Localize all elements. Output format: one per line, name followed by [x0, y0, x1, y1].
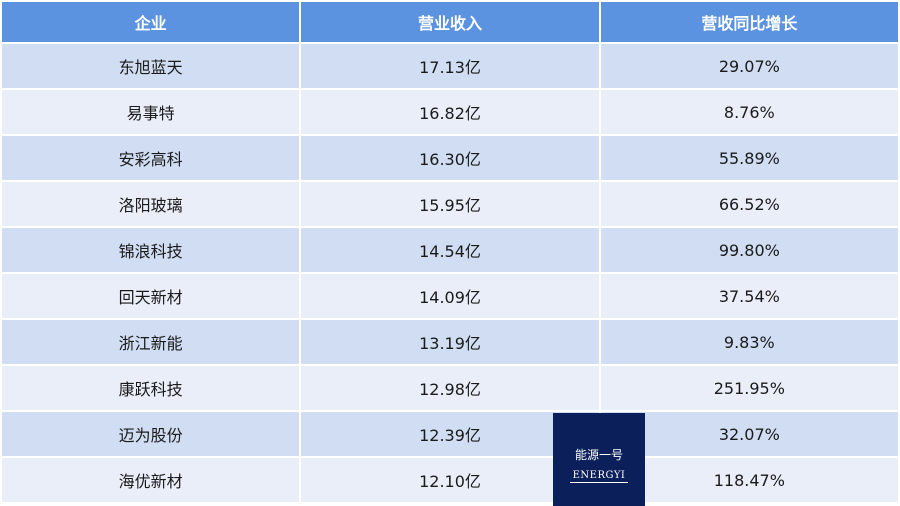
- energyi-logo: 能源一号 ENERGYI: [553, 413, 645, 506]
- revenue-cell: 16.30亿: [299, 134, 601, 182]
- revenue-cell: 17.13亿: [299, 42, 601, 90]
- growth-cell: 29.07%: [598, 42, 900, 90]
- logo-en: ENERGYI: [569, 470, 629, 483]
- table-row: 迈为股份 12.39亿 32.07%: [0, 410, 900, 458]
- table-row: 回天新材 14.09亿 37.54%: [0, 272, 900, 320]
- header-company: 企业: [0, 0, 302, 44]
- company-cell: 康跃科技: [0, 364, 302, 412]
- table-row: 易事特 16.82亿 8.76%: [0, 88, 900, 136]
- company-cell: 易事特: [0, 88, 302, 136]
- header-revenue: 营业收入: [299, 0, 601, 44]
- logo-cn: 能源一号: [574, 448, 623, 462]
- company-cell: 回天新材: [0, 272, 302, 320]
- company-cell: 海优新材: [0, 456, 302, 504]
- growth-cell: 118.47%: [598, 456, 900, 504]
- revenue-cell: 12.98亿: [299, 364, 601, 412]
- header-row: 企业 营业收入 营收同比增长: [0, 0, 900, 44]
- revenue-cell: 12.39亿: [299, 410, 601, 458]
- company-cell: 浙江新能: [0, 318, 302, 366]
- growth-cell: 99.80%: [598, 226, 900, 274]
- revenue-cell: 14.09亿: [299, 272, 601, 320]
- revenue-cell: 13.19亿: [299, 318, 601, 366]
- header-growth: 营收同比增长: [598, 0, 900, 44]
- revenue-cell: 12.10亿: [299, 456, 601, 504]
- table-row: 浙江新能 13.19亿 9.83%: [0, 318, 900, 366]
- growth-cell: 55.89%: [598, 134, 900, 182]
- table-row: 洛阳玻璃 15.95亿 66.52%: [0, 180, 900, 228]
- growth-cell: 8.76%: [598, 88, 900, 136]
- revenue-cell: 16.82亿: [299, 88, 601, 136]
- growth-cell: 66.52%: [598, 180, 900, 228]
- growth-cell: 32.07%: [598, 410, 900, 458]
- revenue-cell: 15.95亿: [299, 180, 601, 228]
- company-cell: 洛阳玻璃: [0, 180, 302, 228]
- revenue-cell: 14.54亿: [299, 226, 601, 274]
- table-row: 安彩高科 16.30亿 55.89%: [0, 134, 900, 182]
- company-cell: 安彩高科: [0, 134, 302, 182]
- table-row: 海优新材 12.10亿 118.47%: [0, 456, 900, 504]
- company-cell: 迈为股份: [0, 410, 302, 458]
- growth-cell: 9.83%: [598, 318, 900, 366]
- table-row: 康跃科技 12.98亿 251.95%: [0, 364, 900, 412]
- company-cell: 锦浪科技: [0, 226, 302, 274]
- growth-cell: 37.54%: [598, 272, 900, 320]
- table-row: 东旭蓝天 17.13亿 29.07%: [0, 42, 900, 90]
- company-cell: 东旭蓝天: [0, 42, 302, 90]
- table-row: 锦浪科技 14.54亿 99.80%: [0, 226, 900, 274]
- growth-cell: 251.95%: [598, 364, 900, 412]
